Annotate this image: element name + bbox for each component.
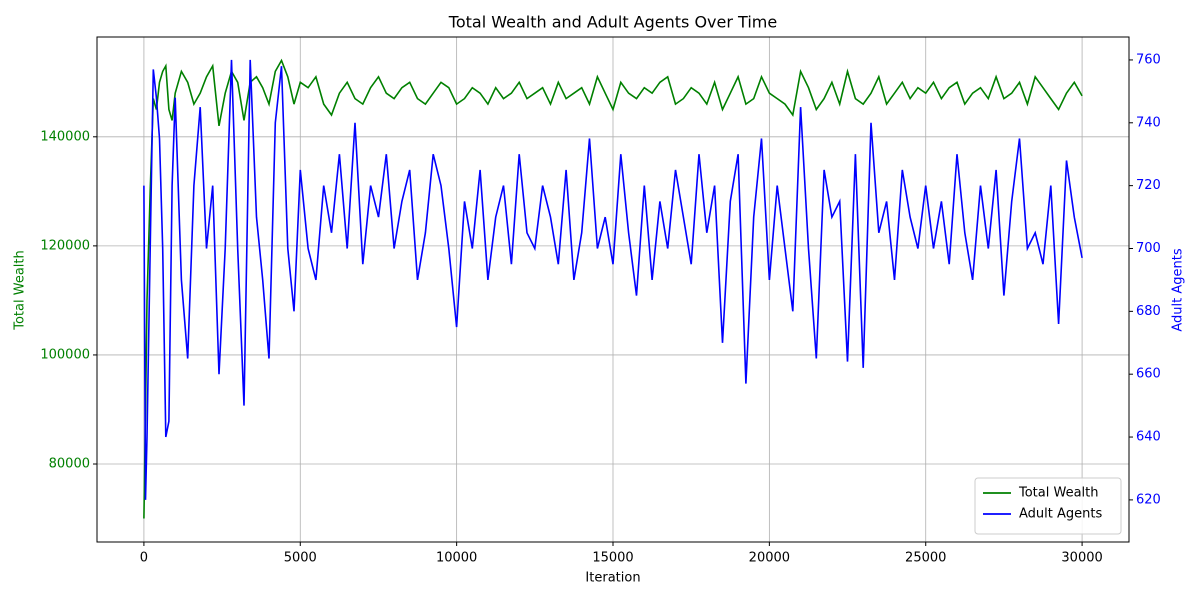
chart-title: Total Wealth and Adult Agents Over Time bbox=[448, 13, 777, 32]
x-tick-label: 30000 bbox=[1061, 551, 1102, 566]
x-tick-label: 5000 bbox=[284, 551, 317, 566]
x-tick-label: 10000 bbox=[436, 551, 477, 566]
y-axis-label: Total Wealth bbox=[13, 250, 28, 331]
x-tick-label: 20000 bbox=[749, 551, 790, 566]
x-axis-label: Iteration bbox=[585, 571, 640, 586]
y-tick-label: 80000 bbox=[49, 457, 90, 472]
y-tick-label: 120000 bbox=[40, 238, 90, 253]
legend-label: Total Wealth bbox=[1018, 486, 1099, 501]
y-tick-label: 100000 bbox=[40, 347, 90, 362]
y-tick-label: 140000 bbox=[40, 129, 90, 144]
x-tick-label: 25000 bbox=[905, 551, 946, 566]
x-tick-label: 0 bbox=[140, 551, 148, 566]
y2-tick-label: 740 bbox=[1136, 115, 1161, 130]
plot-frame bbox=[96, 36, 1130, 543]
data-line bbox=[143, 59, 1083, 500]
y2-tick-label: 660 bbox=[1136, 367, 1161, 382]
y2-tick-label: 620 bbox=[1136, 492, 1161, 507]
data-line bbox=[143, 58, 1083, 519]
y2-tick-label: 760 bbox=[1136, 52, 1161, 67]
legend-label: Adult Agents bbox=[1019, 507, 1102, 522]
x-tick-label: 15000 bbox=[592, 551, 633, 566]
y2-axis-label: Adult Agents bbox=[1171, 248, 1186, 331]
y2-tick-label: 720 bbox=[1136, 178, 1161, 193]
legend-box bbox=[974, 477, 1122, 535]
y2-tick-label: 700 bbox=[1136, 241, 1161, 256]
y2-tick-label: 680 bbox=[1136, 304, 1161, 319]
y2-tick-label: 640 bbox=[1136, 430, 1161, 445]
